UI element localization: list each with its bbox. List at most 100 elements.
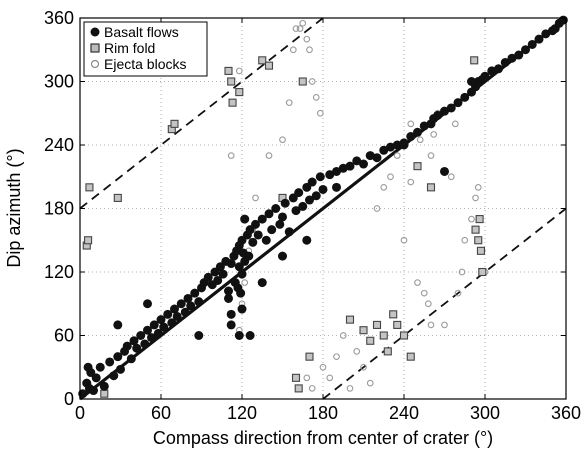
point-basalt [147, 333, 157, 343]
point-rim [389, 310, 398, 319]
x-tick-label: 60 [151, 403, 171, 423]
point-rim [85, 183, 94, 192]
point-basalt [338, 163, 348, 173]
point-basalt [116, 364, 125, 374]
point-basalt [332, 182, 341, 192]
point-ejecta [424, 300, 432, 308]
point-ejecta [252, 194, 259, 202]
x-tick-label: 300 [470, 403, 500, 423]
point-ejecta [346, 385, 354, 392]
point-ejecta [312, 94, 320, 101]
point-ejecta [289, 46, 297, 54]
point-ejecta [235, 67, 243, 75]
point-ejecta [353, 348, 361, 355]
point-basalt [237, 304, 247, 314]
point-ejecta [430, 131, 438, 138]
point-basalt [248, 237, 258, 247]
point-ejecta [303, 35, 311, 43]
point-basalt [352, 156, 362, 166]
y-tick-label: 120 [44, 262, 74, 282]
point-basalt [332, 166, 341, 176]
point-basalt [226, 259, 236, 269]
point-basalt [446, 103, 456, 113]
y-tick-label: 0 [64, 389, 74, 409]
point-basalt [294, 188, 304, 198]
point-basalt [186, 301, 196, 311]
point-basalt [143, 325, 152, 335]
x-tick-label: 360 [551, 403, 581, 423]
point-ejecta [308, 78, 316, 85]
point-rim [406, 352, 415, 361]
point-ejecta [427, 152, 435, 159]
point-ejecta [373, 205, 381, 212]
point-ejecta [265, 152, 273, 159]
legend-marker-rim [90, 43, 100, 53]
point-basalt [95, 362, 105, 372]
point-basalt [267, 225, 277, 235]
point-basalt [521, 45, 530, 55]
point-ejecta [387, 173, 394, 181]
point-rim [470, 56, 479, 65]
y-tick-label: 240 [44, 135, 74, 155]
point-rim [235, 88, 244, 97]
point-rim [426, 183, 436, 192]
point-ejecta [299, 19, 307, 27]
point-ejecta [319, 363, 327, 371]
point-basalt [153, 328, 163, 338]
point-rim [478, 267, 487, 277]
point-rim [399, 331, 409, 340]
point-basalt [180, 307, 190, 317]
point-ejecta [451, 120, 459, 128]
point-ejecta [292, 25, 300, 32]
point-basalt [406, 132, 416, 142]
point-basalt [257, 278, 267, 288]
point-basalt [224, 293, 233, 303]
point-basalt [275, 219, 285, 229]
point-basalt [163, 309, 173, 319]
point-basalt [237, 269, 247, 279]
point-basalt [213, 275, 223, 285]
point-basalt [83, 362, 93, 372]
point-basalt [278, 212, 287, 222]
point-ejecta [279, 136, 286, 144]
point-basalt [156, 315, 166, 325]
legend-label-rim: Rim fold [104, 40, 155, 56]
point-rim [298, 77, 307, 86]
point-basalt [143, 299, 152, 309]
point-basalt [99, 381, 109, 391]
point-rim [305, 352, 314, 361]
point-ejecta [316, 109, 324, 117]
point-rim [383, 347, 392, 356]
point-basalt [132, 343, 142, 353]
point-basalt [278, 251, 287, 261]
point-ejecta [468, 215, 475, 223]
point-basalt [440, 106, 449, 116]
point-basalt [379, 145, 389, 155]
x-tick-label: 240 [389, 403, 419, 423]
point-basalt [122, 341, 132, 351]
point-ejecta [306, 46, 313, 54]
point-basalt [487, 66, 497, 76]
point-basalt [140, 339, 150, 349]
point-basalt [253, 230, 263, 240]
point-basalt [298, 201, 308, 211]
point-ejecta [366, 379, 374, 387]
point-basalt [315, 172, 325, 182]
point-basalt [307, 177, 317, 187]
point-rim [475, 215, 484, 224]
point-basalt [244, 251, 254, 261]
point-basalt [264, 209, 274, 219]
point-basalt [167, 318, 177, 328]
point-basalt [399, 140, 409, 150]
point-ejecta [407, 120, 415, 128]
point-rim [345, 315, 355, 324]
point-ejecta [241, 279, 249, 286]
point-basalt [159, 322, 169, 332]
point-ejecta [407, 178, 415, 186]
point-rim [227, 77, 236, 86]
point-basalt [190, 288, 200, 298]
point-basalt [467, 77, 476, 86]
point-basalt [194, 331, 204, 340]
point-ejecta [416, 136, 424, 144]
